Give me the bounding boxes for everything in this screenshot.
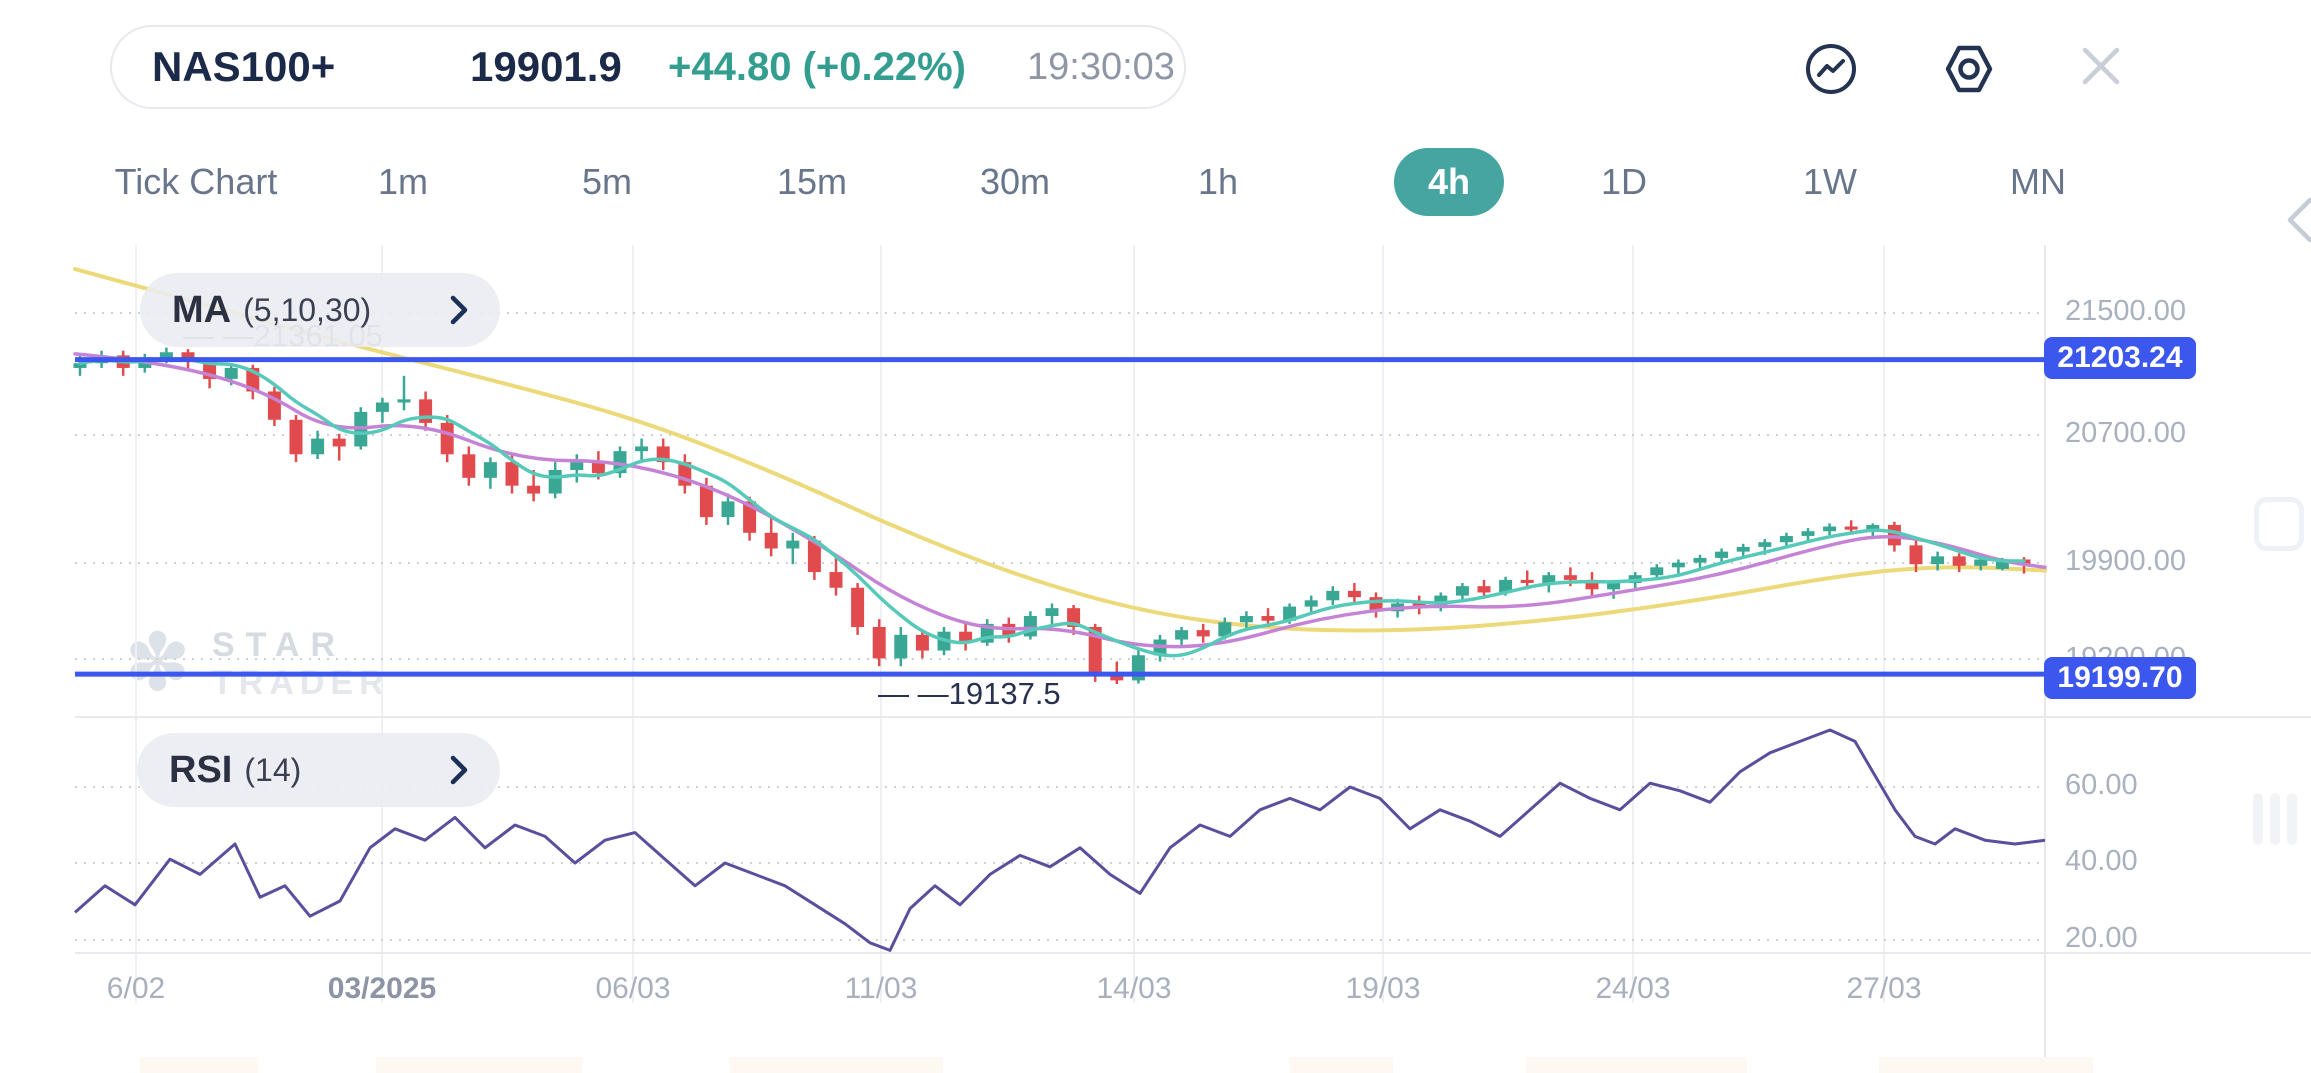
date-tick-label: 14/03: [1096, 972, 1172, 1005]
indicator-pulse-icon[interactable]: [1804, 42, 1858, 96]
timeframe-tab-1h[interactable]: 1h: [1197, 161, 1239, 202]
collapse-panel-chevron-icon[interactable]: [2282, 196, 2311, 244]
rsi-indicator-badge[interactable]: RSI (14): [137, 733, 500, 807]
bottom-strip-block: [730, 1057, 943, 1073]
rsi-tick-label: 60.00: [2065, 769, 2138, 801]
rsi-tick-label: 40.00: [2065, 845, 2138, 877]
close-icon[interactable]: [2077, 42, 2125, 90]
timeframe-tab-1m[interactable]: 1m: [377, 161, 429, 202]
rsi-params: (14): [244, 751, 302, 788]
price-line-badge: 19199.70: [2044, 657, 2196, 699]
timeframe-tab-15m[interactable]: 15m: [776, 161, 848, 202]
floating-square-handle-icon[interactable]: [2254, 497, 2304, 551]
timeframe-tab-tick-chart[interactable]: Tick Chart: [114, 161, 278, 202]
floating-grip-handle-icon[interactable]: [2253, 793, 2297, 845]
settings-gear-icon[interactable]: [1940, 40, 1998, 98]
bottom-strip-block: [1526, 1057, 1747, 1073]
symbol-name: NAS100+: [152, 43, 336, 90]
price-tick-label: 20700.00: [2065, 417, 2186, 449]
last-price: 19901.9: [470, 43, 622, 90]
watermark-line1: STAR: [212, 626, 347, 664]
price-line-badge: 21203.24: [2044, 337, 2196, 379]
timeframe-tab-mn[interactable]: MN: [2010, 161, 2066, 202]
quote-time: 19:30:03: [1027, 46, 1175, 88]
rsi-tick-label: 20.00: [2065, 922, 2138, 954]
price-tick-label: 19900.00: [2065, 545, 2186, 577]
timeframe-tab-1d[interactable]: 1D: [1600, 161, 1648, 202]
date-tick-label: 11/03: [844, 972, 918, 1005]
date-tick-label: 06/03: [595, 972, 671, 1005]
chevron-right-icon: [450, 755, 468, 785]
price-change: +44.80 (+0.22%): [668, 45, 966, 89]
ma-params: (5,10,30): [243, 291, 372, 328]
timeframe-tab-5m[interactable]: 5m: [581, 161, 633, 202]
date-tick-label: 24/03: [1595, 972, 1671, 1005]
timeframe-tab-30m[interactable]: 30m: [979, 161, 1051, 202]
bottom-strip-block: [1879, 1057, 2093, 1073]
timeframe-tab-4h[interactable]: 4h: [1393, 148, 1505, 216]
timeframe-tab-1w[interactable]: 1W: [1803, 161, 1857, 202]
date-tick-label: 03/2025: [327, 972, 437, 1005]
watermark-line2: TRADER: [212, 664, 390, 702]
bottom-strip-block: [140, 1057, 258, 1073]
symbol-quote-pill[interactable]: NAS100+ 19901.9 +44.80 (+0.22%) 19:30:03: [110, 25, 1186, 109]
price-annotation-lower: — —19137.5: [878, 676, 1061, 711]
date-tick-label: 19/03: [1345, 972, 1421, 1005]
bottom-strip-block: [376, 1057, 582, 1073]
date-tick-label: 6/02: [106, 972, 166, 1005]
price-tick-label: 21500.00: [2065, 295, 2186, 327]
timeframe-tabs: Tick Chart 1m 5m 15m 30m 1h 4h 1D 1W MN: [0, 148, 2311, 216]
date-tick-label: 27/03: [1846, 972, 1922, 1005]
bottom-strip-block: [1290, 1057, 1393, 1073]
ma-indicator-badge[interactable]: MA (5,10,30): [140, 273, 500, 347]
ma-label: MA: [172, 288, 232, 331]
rsi-label: RSI: [169, 748, 233, 791]
chevron-right-icon: [450, 295, 468, 325]
